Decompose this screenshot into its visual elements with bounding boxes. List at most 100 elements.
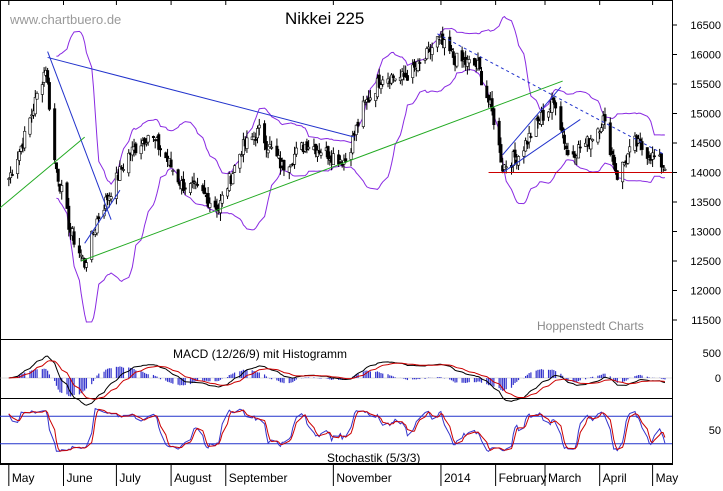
candle-body xyxy=(522,150,526,157)
candle-body xyxy=(90,230,94,260)
candle-body xyxy=(190,182,194,185)
date-tick-label: June xyxy=(66,471,92,485)
candle-body xyxy=(65,182,69,209)
candle-body xyxy=(497,120,501,146)
candle-body xyxy=(441,33,445,45)
candle-body xyxy=(241,139,245,155)
candle-body xyxy=(525,140,529,145)
candle-body xyxy=(79,254,83,257)
date-tick-label: 2014 xyxy=(444,471,471,485)
candle-body xyxy=(196,184,200,186)
candle-body xyxy=(176,169,180,183)
price-y-tick-label: 14500 xyxy=(690,138,721,150)
candle-body xyxy=(504,166,508,169)
candle-body xyxy=(23,130,27,149)
candle-body xyxy=(97,216,101,219)
candle-body xyxy=(645,147,649,159)
candle-body xyxy=(139,145,143,154)
candle-body xyxy=(349,152,353,160)
candle-body xyxy=(550,99,554,113)
candle-body xyxy=(240,154,244,157)
candle-body xyxy=(275,145,279,157)
price-y-tick-label: 16000 xyxy=(690,50,721,62)
candle-body xyxy=(622,162,626,166)
candle-body xyxy=(72,231,76,245)
candle-body xyxy=(233,165,237,173)
uptrend-support-line xyxy=(80,80,563,262)
candle-body xyxy=(54,162,58,170)
price-y-tick-label: 13500 xyxy=(690,197,721,209)
candle-body xyxy=(213,200,217,208)
candle-body xyxy=(663,169,667,171)
candle-body xyxy=(47,82,51,110)
candle-body xyxy=(338,159,342,162)
candle-body xyxy=(294,147,298,155)
candle-body xyxy=(393,78,397,81)
macd-signal-line xyxy=(8,360,665,400)
candle-body xyxy=(307,146,311,150)
candle-body xyxy=(151,136,155,138)
candle-body xyxy=(208,202,212,208)
candle-body xyxy=(134,143,138,154)
candle-body xyxy=(467,59,471,64)
candle-body xyxy=(169,159,173,168)
candle-body xyxy=(487,94,491,103)
candle-body xyxy=(319,152,323,156)
candle-body xyxy=(425,48,429,59)
candle-body xyxy=(448,36,452,52)
candle-body xyxy=(356,121,360,127)
date-tick-label: April xyxy=(603,471,627,485)
candle-body xyxy=(188,183,192,193)
candle-body xyxy=(153,139,157,141)
candle-body xyxy=(143,138,147,145)
candle-body xyxy=(270,146,274,149)
candle-body xyxy=(427,46,431,49)
candle-body xyxy=(435,36,439,48)
candle-body xyxy=(541,109,545,121)
candle-body xyxy=(460,50,464,62)
candle-body xyxy=(16,159,20,174)
candle-body xyxy=(159,148,163,151)
candle-body xyxy=(337,154,341,165)
candle-body xyxy=(573,153,577,159)
candle-body xyxy=(377,74,381,88)
resistance-line xyxy=(47,56,355,138)
candle-body xyxy=(534,118,538,137)
date-tick-label: February xyxy=(499,471,547,485)
candle-body xyxy=(53,108,57,161)
candle-body xyxy=(238,154,242,169)
candle-body xyxy=(245,137,249,149)
candle-body xyxy=(480,70,484,86)
macd-label: MACD (12/26/9) mit Histogramm xyxy=(173,347,347,361)
candle-body xyxy=(19,145,23,152)
source-label: Hoppenstedt Charts xyxy=(537,319,644,333)
candle-body xyxy=(547,111,551,118)
stoch-d-line xyxy=(8,408,666,452)
candle-body xyxy=(256,128,260,139)
stoch-panel-frame xyxy=(0,398,673,464)
price-y-tick-label: 15000 xyxy=(690,109,721,121)
candle-body xyxy=(626,153,630,164)
candle-body xyxy=(472,58,476,66)
candle-body xyxy=(404,72,408,78)
candle-body xyxy=(615,170,619,180)
candle-body xyxy=(254,138,258,141)
candle-body xyxy=(659,153,663,168)
date-tick-label: September xyxy=(229,471,288,485)
candle-body xyxy=(282,159,286,171)
candle-body xyxy=(17,151,21,161)
candle-body xyxy=(215,204,219,212)
bollinger-upper xyxy=(56,15,665,185)
candle-body xyxy=(405,75,409,81)
candle-body xyxy=(220,194,224,204)
candle-body xyxy=(263,123,267,144)
candle-body xyxy=(598,131,602,134)
candle-body xyxy=(218,200,222,214)
watermark: www.chartbuero.de xyxy=(9,12,121,27)
candle-body xyxy=(118,166,122,181)
candle-body xyxy=(268,144,272,148)
candle-body xyxy=(423,58,427,61)
candle-body xyxy=(561,127,565,133)
candle-body xyxy=(589,138,593,150)
candle-body xyxy=(84,262,88,268)
